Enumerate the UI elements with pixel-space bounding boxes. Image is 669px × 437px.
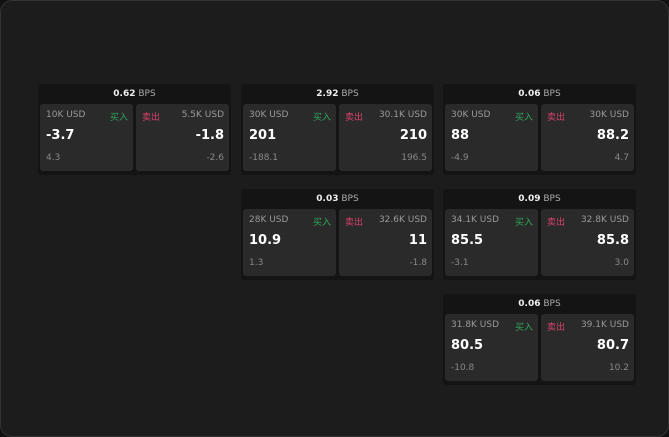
sell-label: 卖出	[142, 113, 161, 123]
bid-size: 31.8K USD	[451, 320, 500, 330]
quote-card: 0.03 BPS 28K USD 买入 10.9 1.3 卖出 32.6K US…	[241, 189, 434, 280]
bid-size: 10K USD	[46, 110, 86, 120]
buy-label: 买入	[312, 218, 331, 228]
sell-panel[interactable]: 卖出 39.1K USD 80.7 10.2	[541, 314, 634, 381]
ask-price: 80.7	[596, 338, 629, 353]
buy-panel[interactable]: 30K USD 买入 88 -4.9	[445, 104, 538, 171]
buy-label: 买入	[514, 323, 533, 333]
bid-change: 1.3	[249, 258, 264, 268]
spread-value: 2.92	[316, 89, 339, 99]
ask-price: 210	[399, 128, 427, 143]
bid-price: 80.5	[451, 338, 484, 353]
spread-header: 2.92 BPS	[241, 84, 434, 104]
bid-price: 10.9	[249, 233, 282, 248]
buy-label: 买入	[312, 113, 331, 123]
bid-price: 85.5	[451, 233, 484, 248]
sell-label: 卖出	[547, 323, 566, 333]
ask-price: 85.8	[596, 233, 629, 248]
sell-label: 卖出	[345, 218, 364, 228]
sell-panel[interactable]: 卖出 30K USD 88.2 4.7	[541, 104, 634, 171]
quote-card: 0.09 BPS 34.1K USD 买入 85.5 -3.1 卖出 32.8K…	[443, 189, 636, 280]
spread-value: 0.06	[518, 299, 541, 309]
spread-value: 0.03	[316, 194, 339, 204]
buy-label: 买入	[514, 218, 533, 228]
spread-header: 0.06 BPS	[443, 294, 636, 314]
spread-unit: BPS	[543, 89, 561, 99]
ask-change: 3.0	[614, 258, 629, 268]
ask-change: 4.7	[614, 153, 629, 163]
bid-size: 30K USD	[249, 110, 289, 120]
spread-unit: BPS	[341, 89, 359, 99]
ask-change: 10.2	[608, 363, 629, 373]
bid-change: 4.3	[46, 153, 61, 163]
buy-label: 买入	[514, 113, 533, 123]
spread-value: 0.06	[518, 89, 541, 99]
bid-change: -10.8	[451, 363, 475, 373]
buy-panel[interactable]: 30K USD 买入 201 -188.1	[243, 104, 336, 171]
sell-panel[interactable]: 卖出 30.1K USD 210 196.5	[339, 104, 432, 171]
sell-label: 卖出	[547, 113, 566, 123]
bid-change: -188.1	[249, 153, 279, 163]
sell-panel[interactable]: 卖出 5.5K USD -1.8 -2.6	[136, 104, 229, 171]
quote-card: 0.06 BPS 31.8K USD 买入 80.5 -10.8 卖出 39.1…	[443, 294, 636, 385]
ask-price: 88.2	[596, 128, 629, 143]
ask-price: -1.8	[195, 128, 224, 143]
spread-header: 0.06 BPS	[443, 84, 636, 104]
bid-change: -4.9	[451, 153, 469, 163]
ask-size: 5.5K USD	[181, 110, 224, 120]
sell-panel[interactable]: 卖出 32.8K USD 85.8 3.0	[541, 209, 634, 276]
sell-label: 卖出	[547, 218, 566, 228]
ask-price: 11	[408, 233, 427, 248]
spread-header: 0.09 BPS	[443, 189, 636, 209]
spread-header: 0.62 BPS	[38, 84, 231, 104]
bid-size: 30K USD	[451, 110, 491, 120]
spread-header: 0.03 BPS	[241, 189, 434, 209]
bid-price: 88	[451, 128, 470, 143]
bid-price: -3.7	[46, 128, 75, 143]
buy-panel[interactable]: 28K USD 买入 10.9 1.3	[243, 209, 336, 276]
spread-unit: BPS	[341, 194, 359, 204]
spread-unit: BPS	[543, 194, 561, 204]
ask-size: 30K USD	[589, 110, 629, 120]
quote-card: 0.06 BPS 30K USD 买入 88 -4.9 卖出 30K USD 8…	[443, 84, 636, 175]
ask-change: 196.5	[401, 153, 427, 163]
buy-panel[interactable]: 31.8K USD 买入 80.5 -10.8	[445, 314, 538, 381]
spread-value: 0.62	[113, 89, 136, 99]
ask-change: -2.6	[206, 153, 224, 163]
bid-change: -3.1	[451, 258, 469, 268]
quote-card: 2.92 BPS 30K USD 买入 201 -188.1 卖出 30.1K …	[241, 84, 434, 175]
bid-size: 34.1K USD	[451, 215, 500, 225]
ask-size: 30.1K USD	[378, 110, 427, 120]
ask-change: -1.8	[409, 258, 427, 268]
ask-size: 32.8K USD	[580, 215, 629, 225]
bid-size: 28K USD	[249, 215, 289, 225]
buy-panel[interactable]: 34.1K USD 买入 85.5 -3.1	[445, 209, 538, 276]
sell-label: 卖出	[345, 113, 364, 123]
spread-value: 0.09	[518, 194, 541, 204]
buy-panel[interactable]: 10K USD 买入 -3.7 4.3	[40, 104, 133, 171]
ask-size: 32.6K USD	[378, 215, 427, 225]
spread-unit: BPS	[543, 299, 561, 309]
sell-panel[interactable]: 卖出 32.6K USD 11 -1.8	[339, 209, 432, 276]
bid-price: 201	[249, 128, 277, 143]
spread-unit: BPS	[138, 89, 156, 99]
buy-label: 买入	[109, 113, 128, 123]
quote-card: 0.62 BPS 10K USD 买入 -3.7 4.3 卖出 5.5K USD…	[38, 84, 231, 175]
ask-size: 39.1K USD	[580, 320, 629, 330]
